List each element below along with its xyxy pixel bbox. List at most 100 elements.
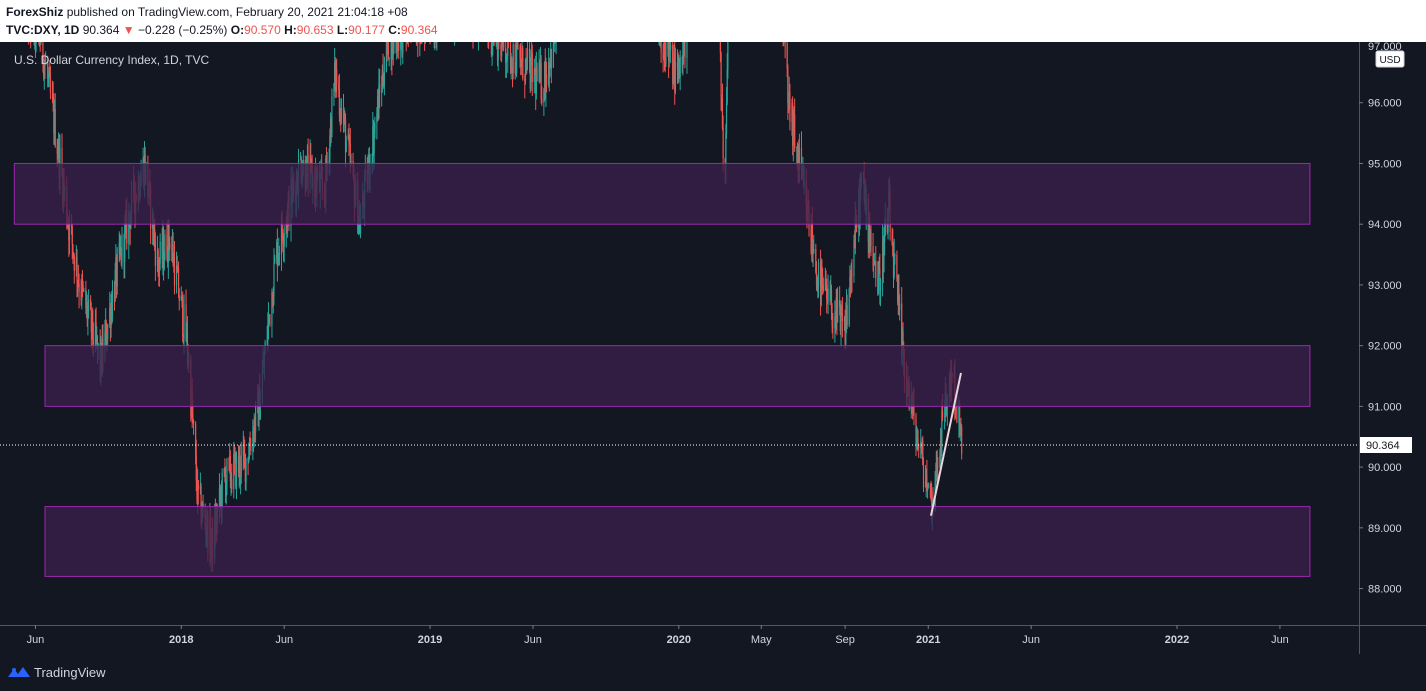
time-tick-label: Jun [27, 634, 45, 646]
candle-body [721, 95, 723, 99]
candle-body [76, 256, 78, 282]
candle-body [281, 219, 283, 237]
candle-body [500, 45, 502, 57]
candle-body [960, 426, 962, 428]
author-name[interactable]: ForexShiz [6, 5, 64, 19]
candle-body [247, 458, 249, 462]
candle-body [283, 234, 285, 247]
candle-body [105, 322, 107, 344]
candle-body [926, 487, 929, 492]
candle-body [274, 259, 276, 263]
candle-body [56, 146, 58, 154]
candle-body [154, 229, 156, 243]
candle-body [47, 63, 49, 79]
candle-body [549, 63, 551, 76]
zone-rectangle-3[interactable] [44, 506, 1311, 577]
trendline-drawing[interactable] [930, 372, 962, 516]
candle-body [343, 114, 345, 123]
currency-badge[interactable]: USD [1375, 50, 1405, 68]
last-price-badge [1360, 436, 1412, 453]
support-resistance-zones[interactable] [13, 162, 1311, 577]
candle-body [197, 480, 199, 490]
candle-body [946, 408, 948, 410]
candle-body [784, 42, 786, 44]
candle-body [872, 245, 874, 267]
candle-body [815, 249, 817, 273]
candle-body [677, 69, 679, 73]
candle-body [521, 48, 523, 60]
candle-body [663, 42, 665, 59]
low-label: L: [336, 23, 349, 37]
candle-body [554, 42, 557, 43]
high-value: 90.653 [296, 23, 334, 37]
candle-body [225, 483, 227, 496]
candle-body [798, 148, 801, 171]
candle-body [822, 285, 824, 291]
candle-body [376, 113, 378, 124]
candle-body [672, 45, 674, 84]
candle-body [493, 42, 495, 43]
candle-body [935, 451, 938, 472]
candle-body [879, 269, 881, 291]
candle-body [931, 491, 933, 518]
candle-body [237, 456, 240, 473]
candle-body [421, 42, 423, 43]
candle-body [878, 267, 880, 270]
tradingview-logo-icon[interactable] [8, 664, 30, 680]
candle-body [725, 133, 727, 170]
zone-rectangle-2[interactable] [44, 345, 1311, 407]
candle-body [199, 485, 201, 490]
candle-body [269, 314, 271, 326]
candle-body [524, 58, 527, 82]
candle-body [388, 58, 390, 60]
candle-body [333, 83, 335, 97]
candle-body [811, 223, 813, 252]
candle-body [410, 42, 412, 43]
tradingview-brand[interactable]: TradingView [34, 665, 106, 680]
candle-body [495, 42, 497, 43]
candle-body [419, 42, 421, 43]
candle-body [95, 322, 97, 339]
trendline[interactable] [930, 372, 962, 516]
candle-body [925, 475, 927, 482]
zone-rectangle-1[interactable] [13, 162, 1311, 225]
candle-body [86, 301, 88, 320]
price-chart[interactable]: 88.000 89.000 90.000 91.000 92.000 93.000 94.0… [0, 41, 1426, 654]
candle-body [673, 54, 675, 76]
candle-body [329, 135, 331, 160]
currency-label: USD [1379, 55, 1400, 66]
candle-body [884, 217, 886, 236]
symbol-name[interactable]: TVC:DXY, 1D [6, 23, 80, 37]
candle-body [663, 42, 666, 56]
candle-body [883, 241, 885, 272]
candle-body [516, 42, 518, 74]
candle-body [231, 479, 233, 490]
candle-body [47, 78, 49, 80]
candle-body [824, 278, 826, 291]
candle-body [539, 62, 542, 74]
candle-body [892, 256, 895, 277]
candle-body [107, 324, 109, 340]
candle-body [530, 56, 532, 89]
candle-body [268, 314, 270, 316]
candle-body [670, 45, 672, 50]
candle-body [544, 63, 546, 94]
candle-body [936, 451, 938, 467]
candle-body [891, 231, 893, 246]
candle-body [899, 303, 901, 311]
candle-body [524, 78, 526, 82]
candle-body [340, 107, 343, 119]
candle-body [392, 42, 394, 50]
candle-body [503, 42, 505, 49]
candle-body [916, 438, 918, 441]
candle-body [152, 213, 154, 240]
candle-body [874, 261, 876, 262]
candle-body [786, 43, 788, 69]
candle-body [344, 119, 347, 153]
candle-body [71, 226, 73, 245]
candle-body [161, 241, 163, 259]
time-tick-label: 2020 [667, 634, 691, 646]
candle-body [176, 265, 178, 273]
candle-body [338, 84, 340, 90]
chart-area[interactable]: 88.000 89.000 90.000 91.000 92.000 93.000 94.0… [0, 41, 1426, 654]
